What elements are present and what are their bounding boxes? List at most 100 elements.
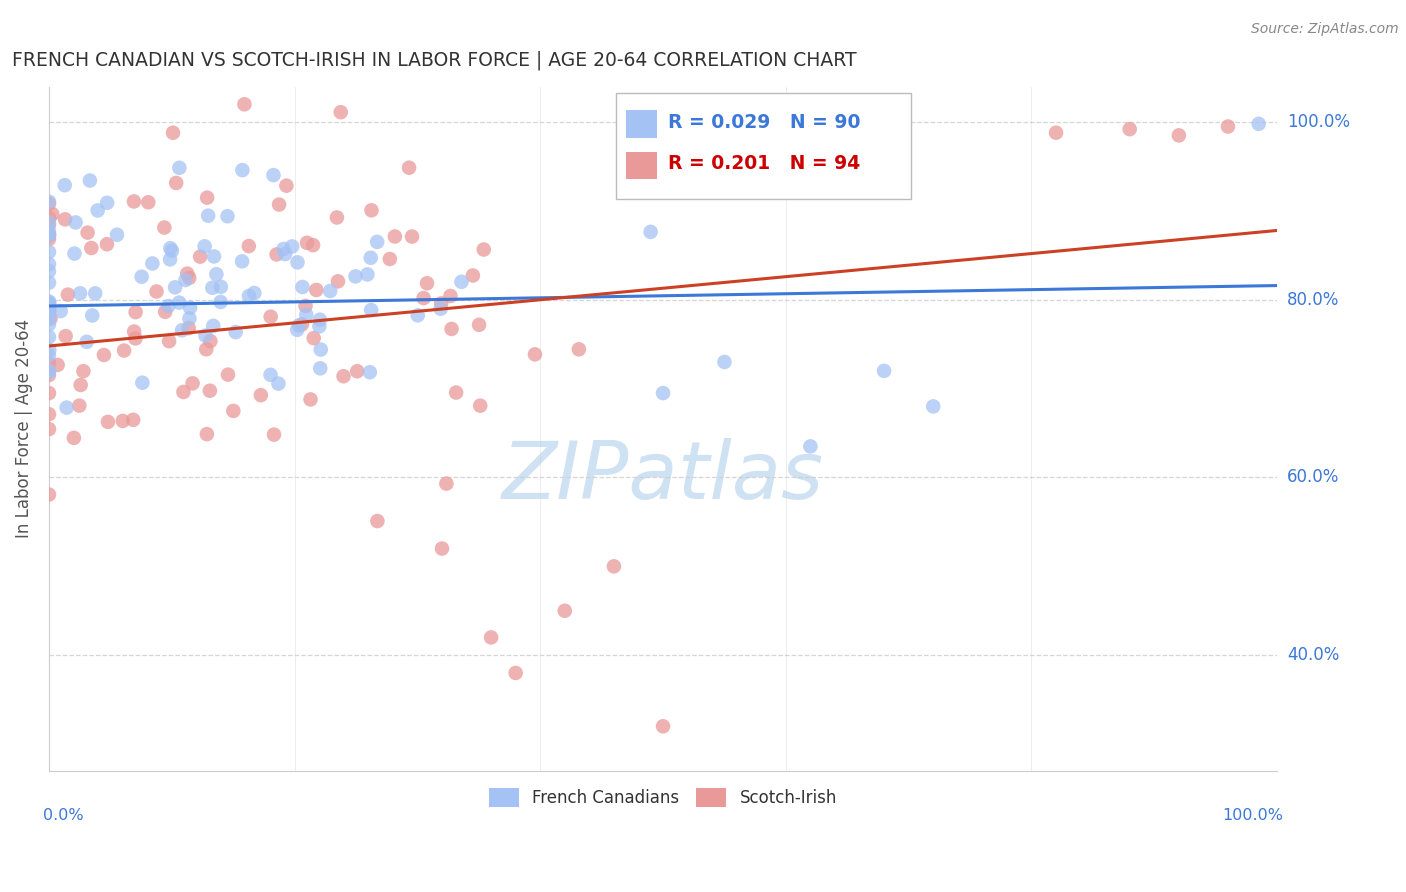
Point <box>309 343 332 357</box>
Point <box>38 343 60 357</box>
Point <box>1119 122 1142 136</box>
Point <box>82 309 104 323</box>
Point <box>53 212 76 227</box>
Point <box>38 407 60 421</box>
Point <box>287 255 309 269</box>
Point <box>201 281 224 295</box>
Point <box>295 235 318 250</box>
Point <box>205 267 228 281</box>
Point <box>652 719 675 733</box>
Point <box>329 105 352 120</box>
Point <box>41 207 63 221</box>
Point <box>38 304 60 318</box>
Point <box>360 203 382 218</box>
Point <box>263 168 285 182</box>
Point <box>472 243 495 257</box>
Point <box>273 242 295 256</box>
Point <box>267 197 290 211</box>
Point <box>86 203 108 218</box>
Point <box>398 161 420 175</box>
Point <box>603 559 626 574</box>
Point <box>260 310 283 324</box>
Point <box>198 384 221 398</box>
Point <box>38 386 60 401</box>
Point <box>259 368 281 382</box>
Point <box>267 376 290 391</box>
Point <box>96 195 118 210</box>
Point <box>360 251 382 265</box>
Point <box>238 239 260 253</box>
Point <box>157 299 180 313</box>
Point <box>202 318 225 333</box>
Point <box>169 161 191 175</box>
Point <box>209 295 232 310</box>
Bar <box>626 152 657 179</box>
Y-axis label: In Labor Force | Age 20-64: In Labor Force | Age 20-64 <box>15 319 32 538</box>
Point <box>233 97 256 112</box>
Point <box>305 283 328 297</box>
Point <box>63 246 86 260</box>
Point <box>200 334 222 348</box>
Point <box>97 415 120 429</box>
Point <box>217 209 239 223</box>
Point <box>799 439 821 453</box>
Point <box>1167 128 1189 143</box>
Point <box>80 241 103 255</box>
Point <box>38 196 60 211</box>
Point <box>873 364 896 378</box>
Point <box>1045 126 1067 140</box>
Point <box>554 604 576 618</box>
Point <box>195 343 218 357</box>
Point <box>84 286 107 301</box>
Point <box>76 226 98 240</box>
Point <box>177 321 200 335</box>
Point <box>159 241 181 255</box>
Point <box>153 220 176 235</box>
Point <box>38 194 60 209</box>
Point <box>153 305 176 319</box>
Point <box>174 273 197 287</box>
Point <box>38 348 60 362</box>
Point <box>181 376 204 391</box>
Point <box>56 287 79 301</box>
Point <box>276 178 298 193</box>
Point <box>326 211 349 225</box>
Point <box>63 431 86 445</box>
Point <box>356 268 378 282</box>
Point <box>46 358 69 372</box>
Point <box>38 224 60 238</box>
Point <box>326 274 349 288</box>
Point <box>309 361 332 376</box>
Point <box>38 422 60 436</box>
Point <box>38 215 60 229</box>
Point <box>450 275 472 289</box>
Point <box>713 355 735 369</box>
Point <box>384 229 406 244</box>
Point <box>122 413 145 427</box>
Point <box>274 247 297 261</box>
Point <box>96 237 118 252</box>
Point <box>299 392 322 407</box>
Text: 60.0%: 60.0% <box>1286 468 1340 486</box>
Point <box>172 384 194 399</box>
Point <box>38 296 60 310</box>
Text: 80.0%: 80.0% <box>1286 291 1340 309</box>
Point <box>38 365 60 379</box>
Point <box>79 173 101 187</box>
Point <box>440 322 463 336</box>
Point <box>124 305 146 319</box>
Point <box>225 325 247 339</box>
Point <box>38 303 60 318</box>
Point <box>167 295 190 310</box>
Point <box>281 239 304 253</box>
Point <box>429 301 451 316</box>
Point <box>231 163 253 178</box>
Point <box>136 195 159 210</box>
Point <box>195 427 218 442</box>
Point <box>38 296 60 310</box>
Point <box>202 249 225 263</box>
Point <box>302 238 325 252</box>
Point <box>344 269 367 284</box>
Point <box>366 235 388 249</box>
Point <box>250 388 273 402</box>
